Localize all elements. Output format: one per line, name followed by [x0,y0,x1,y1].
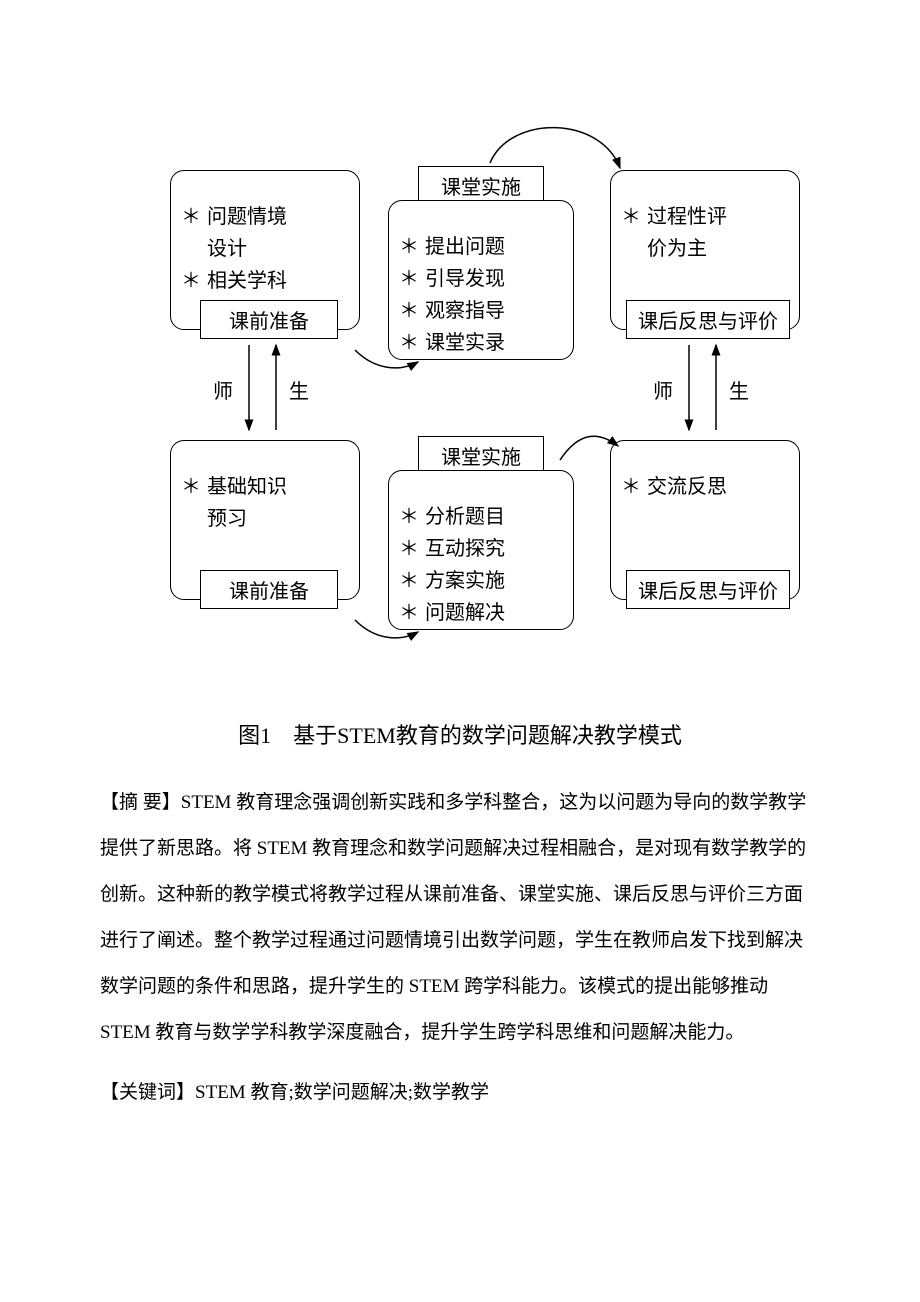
bullet-item: 基础知识预习 [181,471,353,535]
label-bot-left: 课前准备 [200,570,338,609]
label-sheng-left: 生 [289,375,309,404]
bullet-item: 观察指导 [399,295,567,327]
node-bot-left-bullets: 基础知识预习 [171,461,359,535]
abstract-label: 【摘 要】 [100,792,181,813]
label-top-right: 课后反思与评价 [626,300,790,339]
label-shi-left: 师 [213,375,233,404]
keywords-content: STEM 教育;数学问题解决;数学教学 [195,1082,489,1103]
bullet-item: 问题解决 [399,597,567,629]
bullet-item: 方案实施 [399,565,567,597]
bullet-item: 分析题目 [399,501,567,533]
abstract-content: STEM 教育理念强调创新实践和多学科整合，这为以问题为导向的数学教学提供了新思… [100,792,806,1043]
abstract-paragraph: 【摘 要】STEM 教育理念强调创新实践和多学科整合，这为以问题为导向的数学教学… [100,780,820,1056]
keywords-paragraph: 【关键词】STEM 教育;数学问题解决;数学教学 [100,1070,820,1116]
bullet-item: 课堂实录 [399,327,567,359]
node-top-mid-bullets: 提出问题 引导发现 观察指导 课堂实录 [389,221,573,359]
label-bot-right: 课后反思与评价 [626,570,790,609]
bullet-item: 过程性评价为主 [621,201,793,265]
label-sheng-right: 生 [729,375,749,404]
node-bot-mid: 分析题目 互动探究 方案实施 问题解决 [388,470,574,630]
node-top-right-bullets: 过程性评价为主 [611,191,799,265]
page: 问题情境设计 相关学科知识准备 课前准备 课堂实施 提出问题 引导发现 观察指导… [0,0,920,1170]
body-text: 【摘 要】STEM 教育理念强调创新实践和多学科整合，这为以问题为导向的数学教学… [0,780,920,1170]
bullet-item: 提出问题 [399,231,567,263]
bullet-item: 引导发现 [399,263,567,295]
node-bot-right-bullets: 交流反思 [611,461,799,503]
bullet-item: 交流反思 [621,471,793,503]
figure-caption: 图1 基于STEM教育的数学问题解决教学模式 [0,700,920,780]
bullet-item: 互动探究 [399,533,567,565]
node-bot-mid-bullets: 分析题目 互动探究 方案实施 问题解决 [389,491,573,629]
keywords-label: 【关键词】 [100,1082,195,1103]
flowchart-diagram: 问题情境设计 相关学科知识准备 课前准备 课堂实施 提出问题 引导发现 观察指导… [0,0,920,700]
label-top-left: 课前准备 [200,300,338,339]
label-shi-right: 师 [653,375,673,404]
bullet-item: 问题情境设计 [181,201,353,265]
node-top-mid: 提出问题 引导发现 观察指导 课堂实录 [388,200,574,360]
arrow-top-mid-to-right [490,128,620,168]
